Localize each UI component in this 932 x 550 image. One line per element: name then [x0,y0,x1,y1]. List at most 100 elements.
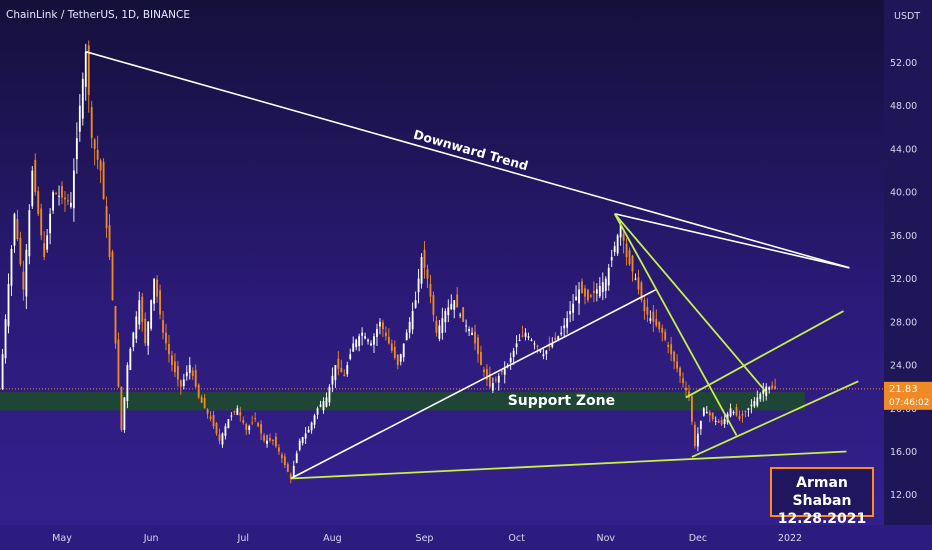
candle-body [691,396,693,422]
candle-body [132,332,135,348]
candle-body [569,311,572,315]
candle-body [352,343,355,352]
candle-body [515,343,518,348]
candle-body [218,434,221,441]
candle-body [604,278,607,291]
candle-body [453,300,456,310]
candle-body [337,358,340,369]
candle-body [272,439,274,441]
candle-body [732,411,735,414]
candle-body [720,420,723,425]
candle-body [4,319,7,359]
candle-body [578,289,580,304]
candle-body [396,354,399,366]
candle-body [16,218,19,239]
candle-body [667,344,670,348]
x-axis-panel[interactable] [0,525,932,550]
candle-body [503,368,506,375]
y-axis-panel[interactable] [884,0,932,525]
candle-body [322,401,325,411]
candle-body [750,404,753,407]
candle-body [81,78,84,119]
y-tick-label: 48.00 [890,101,917,112]
post-date: 12.28.2021 [777,511,867,527]
candle-body [468,329,471,332]
candle-body [168,344,170,355]
candle-body [536,345,539,348]
candle-body [49,213,52,234]
annotation-layer: Downward Trend Support Zone [412,127,615,409]
candle-body [373,336,375,345]
candle-body [111,251,114,301]
x-tick-label: Jul [237,533,249,544]
y-tick-label: 40.00 [890,188,917,199]
candle-body [7,284,10,327]
candle-body [61,186,63,198]
candle-body [87,45,90,95]
candle-body [542,354,545,357]
candle-body [447,307,450,316]
x-tick-label: Sep [416,533,434,544]
candle-body [494,379,497,381]
candle-body [224,426,227,436]
candle-body [613,246,616,253]
candle-body [533,343,536,345]
candle-body [138,300,141,325]
trendline-green [691,380,859,458]
candle-body [328,386,331,403]
candle-body [509,357,512,363]
candle-body [652,311,655,322]
candle-body [176,366,179,380]
candle-body [685,387,687,391]
candle-body [441,318,444,334]
x-tick-label: Jun [143,533,159,544]
candle-body [587,289,589,301]
candle-body [572,303,575,313]
candle-body [634,278,637,280]
candle-body [165,332,167,344]
candle-body [173,361,176,373]
candle-body [637,277,640,290]
candle-body [75,138,78,160]
candle-body [367,339,369,342]
candle-body [702,408,705,416]
candle-body [215,423,218,434]
candle-body [90,106,93,139]
candle-body [545,350,548,355]
candle-body [387,336,390,344]
candle-body [34,160,37,193]
candle-body [417,278,420,293]
candle-body [46,235,49,250]
candle-body [361,332,364,336]
candle-body [456,294,459,308]
candle-body [200,397,203,403]
x-tick-label: May [52,533,72,544]
y-tick-label: 12.00 [890,490,917,501]
candle-body [483,369,485,373]
candle-body [738,415,741,420]
candle-body [58,195,60,197]
candle-body [696,433,699,447]
candle-body [40,208,43,236]
candle-body [260,424,263,434]
candle-body [420,257,423,284]
candle-body [628,250,631,265]
candle-body [423,249,426,268]
candle-body [298,440,301,450]
candle-body [233,411,236,413]
x-tick-label: Aug [323,533,342,544]
y-tick-label: 16.00 [890,447,917,458]
y-tick-label: 52.00 [890,58,917,69]
candle-body [566,318,569,328]
candle-body [197,384,200,398]
candle-body [43,243,46,257]
candle-body [283,456,286,466]
candle-body [141,296,144,322]
candle-body [257,423,260,427]
candle-body [521,335,524,337]
candle-body [313,415,316,425]
candle-body [10,248,13,286]
candle-body [156,279,159,297]
